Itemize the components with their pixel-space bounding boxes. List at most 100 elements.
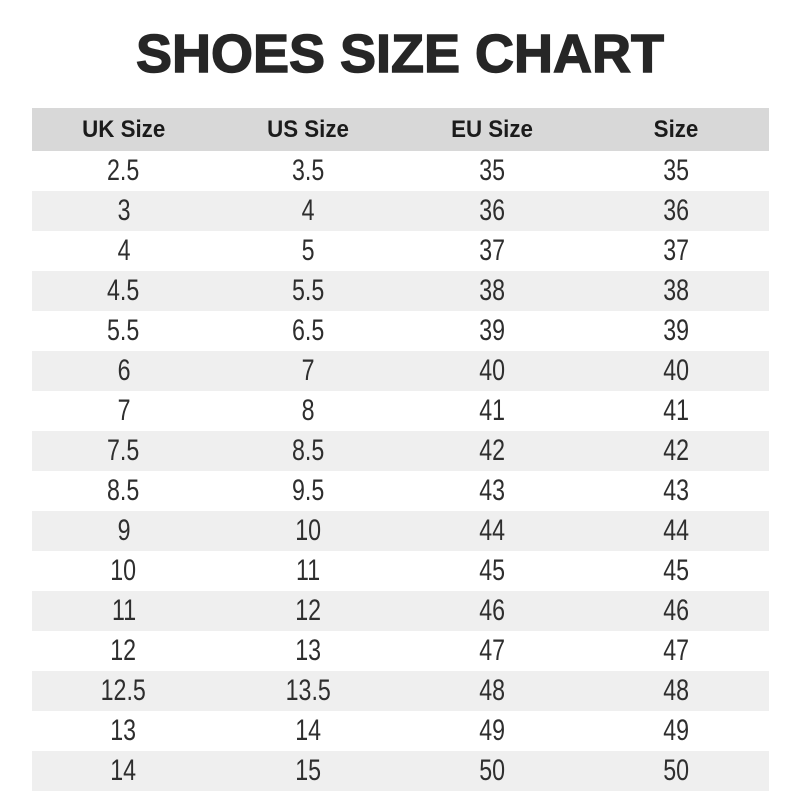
table-cell: 45 (400, 551, 585, 591)
table-cell-value: 4.5 (107, 274, 140, 307)
table-cell: 13 (215, 631, 400, 671)
table-row: 7 8 41 41 (31, 391, 769, 431)
table-cell: 46 (400, 591, 585, 631)
table-cell: 39 (400, 311, 585, 351)
table-cell: 40 (584, 351, 769, 391)
table-cell-value: 46 (479, 594, 506, 627)
table-cell: 37 (400, 231, 585, 271)
table-cell-value: 47 (479, 634, 506, 667)
table-cell-value: 36 (479, 194, 506, 227)
table-cell: 14 (31, 751, 216, 791)
table-cell: 12 (215, 591, 400, 631)
table-cell: 2.5 (31, 151, 216, 191)
table-cell-value: 11 (295, 554, 320, 587)
table-cell: 49 (584, 711, 769, 751)
table-cell: 48 (584, 671, 769, 711)
table-cell-value: 48 (479, 674, 506, 707)
table-cell-value: 50 (479, 754, 506, 787)
table-cell: 35 (400, 151, 585, 191)
table-cell-value: 12 (110, 634, 137, 667)
table-cell: 43 (584, 471, 769, 511)
column-header: Size (584, 108, 769, 151)
table-cell: 4 (215, 191, 400, 231)
table-cell: 37 (584, 231, 769, 271)
table-cell: 46 (584, 591, 769, 631)
table-cell-value: 48 (663, 674, 690, 707)
table-cell-value: 37 (479, 234, 506, 267)
table-cell-value: 41 (479, 394, 506, 427)
table-cell: 45 (584, 551, 769, 591)
table-row: 10 11 45 45 (31, 551, 769, 591)
table-cell-value: 47 (663, 634, 690, 667)
table-cell-value: 35 (479, 154, 506, 187)
table-cell-value: 41 (663, 394, 690, 427)
table-cell: 36 (584, 191, 769, 231)
table-row: 2.5 3.5 35 35 (31, 151, 769, 191)
table-cell: 7.5 (31, 431, 216, 471)
table-cell: 50 (400, 751, 585, 791)
table-cell-value: 6 (117, 354, 131, 387)
table-cell-value: 7 (117, 394, 131, 427)
table-cell-value: 7 (301, 354, 315, 387)
table-cell: 11 (31, 591, 216, 631)
size-chart-table: UK Size US Size EU Size Size 2.5 3.5 35 35 3 4 36… (31, 108, 769, 791)
table-cell-value: 38 (663, 274, 690, 307)
table-cell-value: 10 (110, 554, 137, 587)
column-header: EU Size (400, 108, 585, 151)
table-cell-value: 14 (294, 714, 321, 747)
table-row: 9 10 44 44 (31, 511, 769, 551)
table-cell: 6 (31, 351, 216, 391)
table-cell: 10 (215, 511, 400, 551)
table-cell: 42 (584, 431, 769, 471)
table-cell-value: 8.5 (291, 434, 324, 467)
table-header: UK Size US Size EU Size Size (31, 108, 769, 151)
table-cell: 8.5 (215, 431, 400, 471)
table-cell: 8 (215, 391, 400, 431)
table-cell: 13 (31, 711, 216, 751)
table-cell-value: 9 (117, 514, 131, 547)
table-cell-value: 13 (110, 714, 137, 747)
table-cell-value: 6.5 (291, 314, 324, 347)
column-header-label: UK Size (82, 115, 166, 143)
table-cell: 41 (584, 391, 769, 431)
table-cell-value: 11 (111, 594, 136, 627)
table-cell: 7 (31, 391, 216, 431)
table-cell: 40 (400, 351, 585, 391)
table-cell-value: 39 (479, 314, 506, 347)
table-cell: 10 (31, 551, 216, 591)
table-cell: 41 (400, 391, 585, 431)
table-cell: 38 (584, 271, 769, 311)
table-cell-value: 43 (479, 474, 506, 507)
table-cell: 39 (584, 311, 769, 351)
table-cell: 38 (400, 271, 585, 311)
table-cell: 14 (215, 711, 400, 751)
table-row: 13 14 49 49 (31, 711, 769, 751)
table-cell-value: 9.5 (291, 474, 324, 507)
table-row: 7.5 8.5 42 42 (31, 431, 769, 471)
table-cell: 47 (400, 631, 585, 671)
table-row: 14 15 50 50 (31, 751, 769, 791)
table-cell-value: 13.5 (285, 674, 331, 707)
table-cell: 44 (400, 511, 585, 551)
table-cell-value: 12.5 (101, 674, 147, 707)
table-cell: 47 (584, 631, 769, 671)
table-cell: 15 (215, 751, 400, 791)
table-cell-value: 4 (301, 194, 315, 227)
column-header: UK Size (31, 108, 216, 151)
table-cell: 5.5 (215, 271, 400, 311)
table-cell-value: 12 (294, 594, 321, 627)
table-row: 6 7 40 40 (31, 351, 769, 391)
header-row: UK Size US Size EU Size Size (31, 108, 769, 151)
table-cell: 9.5 (215, 471, 400, 511)
column-header-label: US Size (266, 115, 349, 143)
table-cell: 48 (400, 671, 585, 711)
table-row: 12 13 47 47 (31, 631, 769, 671)
table-cell-value: 50 (663, 754, 690, 787)
table-cell-value: 43 (663, 474, 690, 507)
table-row: 11 12 46 46 (31, 591, 769, 631)
table-cell-value: 5.5 (107, 314, 140, 347)
table-cell: 36 (400, 191, 585, 231)
table-cell-value: 2.5 (107, 154, 140, 187)
table-cell: 3.5 (215, 151, 400, 191)
